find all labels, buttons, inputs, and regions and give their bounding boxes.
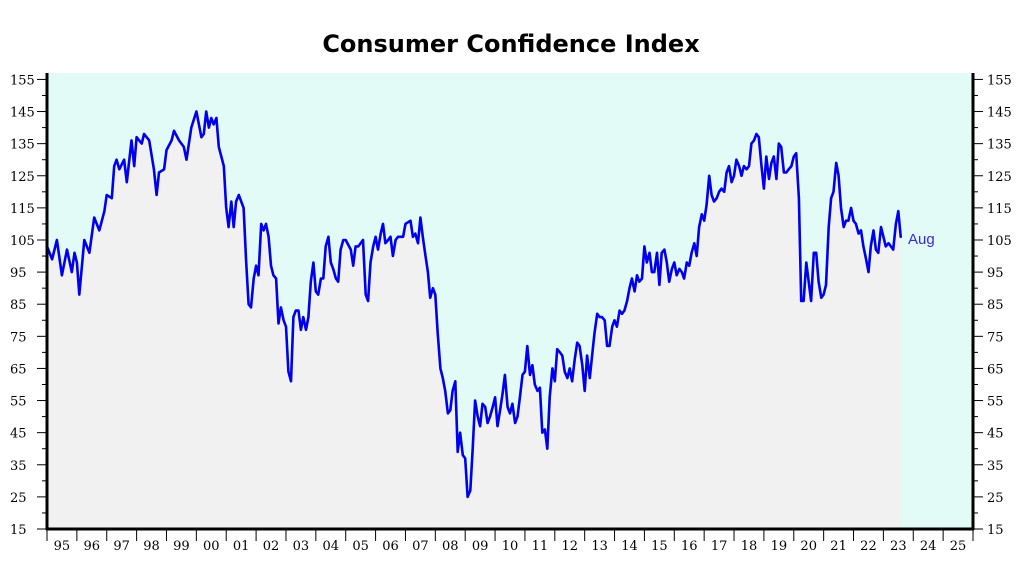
x-tick-label: 95	[54, 539, 71, 554]
y-tick-label-right: 25	[987, 491, 1004, 506]
y-tick-label-left: 25	[10, 491, 27, 506]
x-tick-label: 18	[741, 539, 758, 554]
x-tick-label: 17	[711, 539, 728, 554]
y-tick-label-right: 55	[987, 395, 1004, 410]
y-tick-label-right: 105	[987, 234, 1012, 249]
x-tick-label: 15	[651, 539, 668, 554]
y-tick-label-right: 85	[987, 298, 1004, 313]
y-tick-label-left: 135	[10, 138, 35, 153]
x-tick-label: 99	[173, 539, 190, 554]
x-tick-label: 25	[950, 539, 967, 554]
x-tick-label: 08	[442, 539, 459, 554]
x-tick-label: 10	[502, 539, 519, 554]
y-tick-label-left: 55	[10, 395, 27, 410]
y-tick-label-left: 95	[10, 266, 27, 281]
x-tick-label: 00	[203, 539, 220, 554]
x-tick-label: 02	[263, 539, 280, 554]
y-tick-label-right: 145	[987, 106, 1012, 121]
x-tick-label: 05	[352, 539, 369, 554]
chart-title: Consumer Confidence Index	[322, 30, 700, 58]
y-tick-label-right: 155	[987, 73, 1012, 88]
x-tick-label: 09	[472, 539, 489, 554]
x-tick-label: 97	[113, 539, 130, 554]
x-tick-label: 01	[233, 539, 250, 554]
y-tick-label-left: 105	[10, 234, 35, 249]
x-tick-label: 20	[800, 539, 817, 554]
x-tick-label: 13	[591, 539, 608, 554]
x-tick-label: 24	[920, 539, 937, 554]
y-tick-label-left: 145	[10, 106, 35, 121]
x-tick-label: 23	[890, 539, 907, 554]
y-tick-label-left: 155	[10, 73, 35, 88]
y-tick-label-right: 15	[987, 523, 1004, 538]
y-tick-label-right: 115	[987, 202, 1012, 217]
axes: 155 155 145 145 135 135 125 125 115 115 105 105 95 95…	[10, 73, 1012, 554]
x-tick-label: 07	[412, 539, 429, 554]
y-tick-label-left: 15	[10, 523, 27, 538]
x-tick-label: 22	[860, 539, 877, 554]
x-tick-label: 21	[830, 539, 847, 554]
y-tick-label-right: 45	[987, 427, 1004, 442]
y-tick-label-left: 85	[10, 298, 27, 313]
series-line	[45, 110, 902, 499]
x-tick-label: 16	[681, 539, 698, 554]
y-tick-label-left: 65	[10, 362, 27, 377]
y-tick-label-left: 75	[10, 330, 27, 345]
x-tick-label: 06	[382, 539, 399, 554]
x-tick-label: 12	[561, 539, 578, 554]
x-tick-label: 19	[771, 539, 788, 554]
y-tick-label-right: 65	[987, 362, 1004, 377]
x-tick-label: 14	[621, 539, 638, 554]
y-tick-label-left: 115	[10, 202, 35, 217]
last-point-annotation: Aug	[908, 231, 935, 248]
y-tick-label-right: 135	[987, 138, 1012, 153]
x-tick-label: 96	[84, 539, 101, 554]
x-tick-label: 04	[323, 539, 340, 554]
y-tick-label-right: 35	[987, 459, 1004, 474]
y-tick-label-right: 75	[987, 330, 1004, 345]
x-tick-label: 03	[293, 539, 310, 554]
area-under-line	[47, 111, 901, 529]
y-tick-label-right: 125	[987, 170, 1012, 185]
y-tick-label-left: 45	[10, 427, 27, 442]
y-tick-label-left: 35	[10, 459, 27, 474]
x-tick-label: 98	[143, 539, 160, 554]
y-tick-label-left: 125	[10, 170, 35, 185]
x-tick-label: 11	[532, 539, 549, 554]
y-tick-label-right: 95	[987, 266, 1004, 281]
